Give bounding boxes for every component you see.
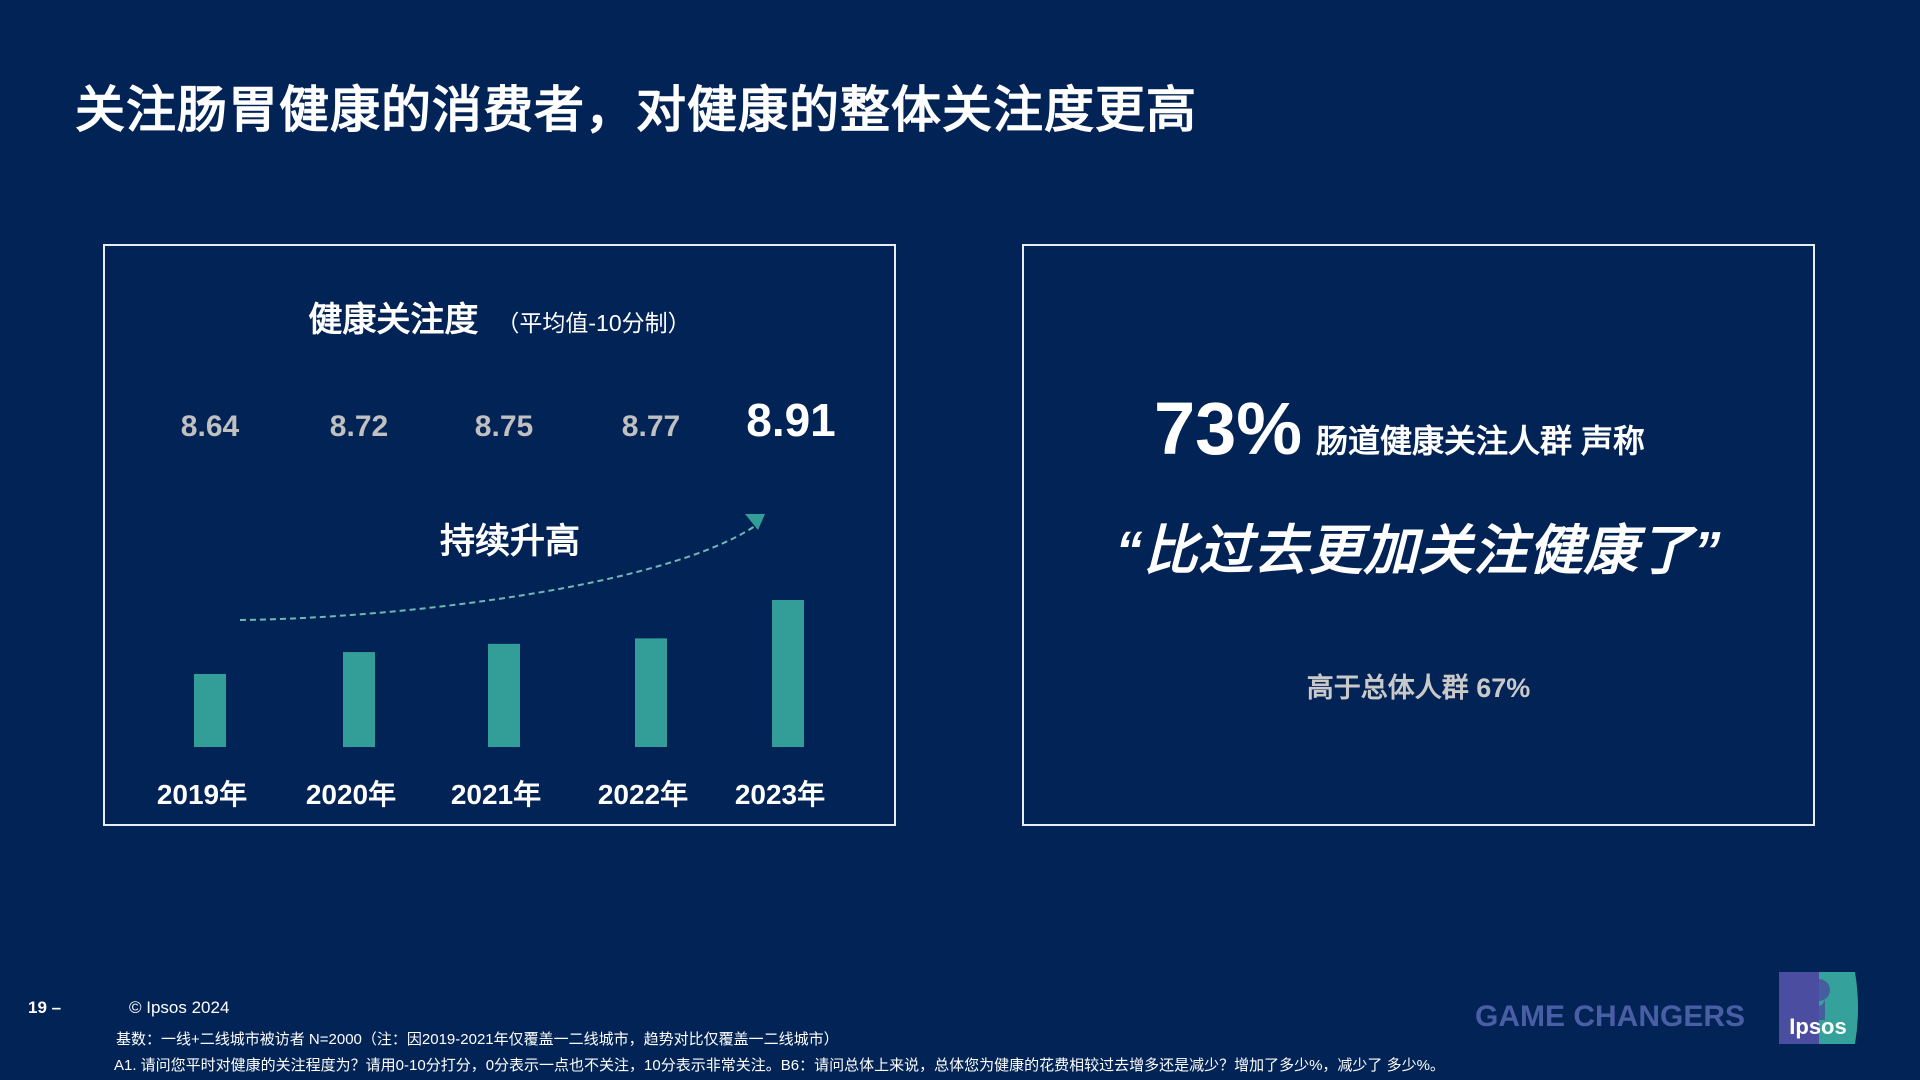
value-label: 8.75 bbox=[475, 410, 533, 443]
copyright: © Ipsos 2024 bbox=[129, 998, 230, 1017]
tagline: GAME CHANGERS bbox=[1475, 1000, 1746, 1033]
stat-claim: 肠道健康关注人群 声称 bbox=[1316, 423, 1645, 459]
value-label: 8.91 bbox=[746, 394, 836, 446]
bar-2023年 bbox=[772, 600, 804, 747]
ipsos-logo: Ipsos bbox=[1779, 972, 1858, 1044]
slide-title: 关注肠胃健康的消费者，对健康的整体关注度更高 bbox=[75, 82, 1197, 138]
svg-text:Ipsos: Ipsos bbox=[1789, 1014, 1846, 1039]
chart-subtitle: （平均值-10分制） bbox=[496, 310, 691, 336]
bar-chart: 8.64 2019年 8.72 2020年 8.75 2021年 8.77 2022年 8.91… bbox=[157, 394, 836, 810]
page-number: 19 – bbox=[28, 998, 62, 1017]
trend-arrow-head-icon bbox=[745, 514, 765, 530]
value-label: 8.64 bbox=[181, 410, 240, 443]
bar-2022年 bbox=[635, 638, 667, 747]
category-label: 2023年 bbox=[735, 778, 825, 810]
category-label: 2022年 bbox=[598, 778, 688, 810]
bar-2021年 bbox=[488, 643, 520, 747]
quote-text: “比过去更加关注健康了” bbox=[1115, 521, 1722, 581]
chart-title-main: 健康关注度 bbox=[308, 301, 479, 339]
bar-2019年 bbox=[194, 674, 226, 747]
category-label: 2021年 bbox=[451, 778, 541, 810]
category-label: 2019年 bbox=[157, 778, 247, 810]
trend-label: 持续升高 bbox=[439, 522, 580, 561]
value-label: 8.72 bbox=[330, 410, 388, 443]
category-label: 2020年 bbox=[306, 778, 396, 810]
comparison-text: 高于总体人群 67% bbox=[1306, 673, 1531, 703]
bar-2020年 bbox=[343, 652, 375, 747]
question-note: A1. 请问您平时对健康的关注程度为？请用0-10分打分，0分表示一点也不关注，… bbox=[114, 1057, 1445, 1074]
stat-percent: 73% bbox=[1154, 387, 1303, 470]
trend-arrow-line bbox=[239, 525, 756, 621]
health-attention-chart-panel: 健康关注度 （平均值-10分制） 8.64 2019年 8.72 2020年 8.75 20… bbox=[103, 244, 896, 826]
chart-title: 健康关注度 （平均值-10分制） bbox=[105, 292, 894, 341]
value-label: 8.77 bbox=[622, 410, 680, 443]
highlight-stat-panel: 73% 肠道健康关注人群 声称 “比过去更加关注健康了” 高于总体人群 67% bbox=[1022, 244, 1815, 826]
base-note: 基数：一线+二线城市被访者 N=2000（注：因2019-2021年仅覆盖一二线… bbox=[116, 1031, 839, 1048]
